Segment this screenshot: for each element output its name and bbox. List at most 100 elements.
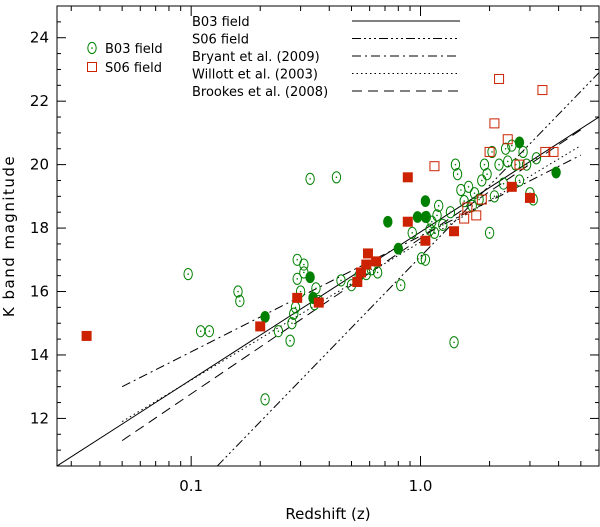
b03-open-circle-point <box>292 272 302 285</box>
legend-marker-label: S06 field <box>105 61 162 76</box>
s06-open-square-point <box>462 202 473 213</box>
s06-filled-square-point <box>371 256 382 267</box>
b03-open-circle-point <box>289 307 299 320</box>
s06-filled-square-point <box>81 330 92 341</box>
s06-filled-square-point <box>313 297 324 308</box>
s06-open-square-point <box>476 194 487 205</box>
b03-open-circle-point <box>445 206 456 219</box>
s06-open-square-point <box>537 85 548 96</box>
b03-open-circle-point <box>336 274 346 287</box>
s06-filled-square-point <box>524 192 535 203</box>
b03-open-circle-point <box>459 195 469 208</box>
s06-filled-square-point <box>292 292 303 303</box>
legend-line-label: S06 field <box>192 33 249 48</box>
fit-line-b03-field <box>57 116 599 466</box>
s06-filled-square-point <box>361 259 372 270</box>
fit-line-willott-et-al-2003 <box>121 145 582 423</box>
y-tick-label: 14 <box>30 346 49 364</box>
b03-open-circle-point <box>511 158 521 171</box>
b03-open-circle-point <box>456 183 466 197</box>
s06-filled-square-point <box>420 235 431 246</box>
s06-filled-square-point <box>355 267 366 278</box>
fit-lines-layer <box>57 72 599 466</box>
y-tick-label: 24 <box>30 29 49 47</box>
b03-open-circle-point <box>474 193 484 206</box>
s06-open-square-point <box>429 161 440 172</box>
x-tick-label: 0.1 <box>179 477 203 495</box>
y-tick-label: 18 <box>30 219 49 237</box>
b03-open-circle-point <box>183 267 193 281</box>
b03-filled-circle-point <box>393 242 404 255</box>
b03-open-circle-point <box>503 155 513 168</box>
y-tick-label: 20 <box>30 156 49 174</box>
s06-filled-square-point <box>352 277 363 287</box>
b03-open-circle-point <box>204 325 215 338</box>
b03-filled-circle-point <box>551 166 561 179</box>
b03-open-circle-point <box>463 180 474 193</box>
legend-marker-open-circle <box>87 41 97 55</box>
b03-filled-circle-point <box>383 215 393 228</box>
s06-open-square-point <box>489 118 500 129</box>
b03-open-circle-point <box>432 209 442 222</box>
b03-open-circle-point <box>482 168 492 181</box>
b03-open-circle-point <box>521 158 532 171</box>
fit-line-s06-field <box>216 72 599 466</box>
legend-line-label: Brookes et al. (2008) <box>192 85 328 100</box>
axes-layer: 12 14 16 18 20 22 24 0.1 1.0 <box>30 5 599 495</box>
b03-open-circle-point <box>484 226 495 239</box>
b03-filled-circle-point <box>420 195 431 208</box>
b03-open-circle-point <box>287 317 297 330</box>
b03-open-circle-point <box>531 152 542 165</box>
b03-open-circle-point <box>285 334 295 347</box>
s06-filled-square-point <box>449 226 460 237</box>
b03-open-circle-point <box>420 253 431 266</box>
b03-open-circle-point <box>477 174 487 187</box>
legend-line-label: Willott et al. (2003) <box>192 68 318 83</box>
s06-open-square-point <box>494 73 505 84</box>
b03-open-circle-point <box>438 218 448 231</box>
b03-filled-circle-point <box>260 310 270 323</box>
plot-frame <box>56 5 600 467</box>
b03-open-circle-point <box>449 336 459 349</box>
b03-open-circle-point <box>487 145 497 159</box>
s06-open-square-point <box>471 210 482 221</box>
b03-open-circle-point <box>372 266 383 279</box>
legend-marker-label: B03 field <box>105 42 163 57</box>
b03-open-circle-point <box>514 174 525 187</box>
x-tick-label: 1.0 <box>409 477 433 495</box>
s06-filled-square-point <box>362 248 373 259</box>
b03-open-circle-point <box>305 172 315 185</box>
s06-open-square-point <box>540 146 551 157</box>
s06-filled-square-point <box>506 181 517 192</box>
b03-open-circle-point <box>518 145 528 159</box>
s06-filled-square-point <box>255 321 266 332</box>
b03-filled-circle-point <box>412 211 423 223</box>
b03-filled-circle-point <box>305 271 315 284</box>
s06-filled-square-point <box>402 216 413 227</box>
b03-open-circle-point <box>396 279 406 292</box>
b03-open-circle-point <box>299 258 309 271</box>
b03-open-circle-point <box>195 325 206 338</box>
s06-open-square-point <box>459 213 470 224</box>
b03-open-circle-point <box>290 301 301 314</box>
b03-open-circle-point <box>260 393 270 406</box>
b03-open-circle-point <box>235 294 245 308</box>
b03-open-circle-point <box>273 325 284 338</box>
b03-open-circle-point <box>233 285 243 298</box>
s06-filled-square-point <box>402 172 413 183</box>
b03-open-circle-point <box>407 226 417 239</box>
legend-marker-open-square <box>87 62 97 72</box>
data-points-layer <box>81 73 561 406</box>
legend: B03 field S06 field B03 field S06 field Brya… <box>87 15 460 100</box>
s06-open-square-point <box>514 159 525 170</box>
y-axis-label: K band magnitude <box>0 155 18 317</box>
s06-open-square-point <box>484 146 495 157</box>
s06-open-square-point <box>502 134 513 145</box>
b03-open-circle-point <box>433 199 444 212</box>
y-tick-label: 16 <box>30 283 49 301</box>
legend-line-label: B03 field <box>192 15 250 30</box>
b03-open-circle-point <box>450 158 461 171</box>
b03-open-circle-point <box>331 171 342 184</box>
x-axis-label: Redshift (z) <box>285 505 370 523</box>
